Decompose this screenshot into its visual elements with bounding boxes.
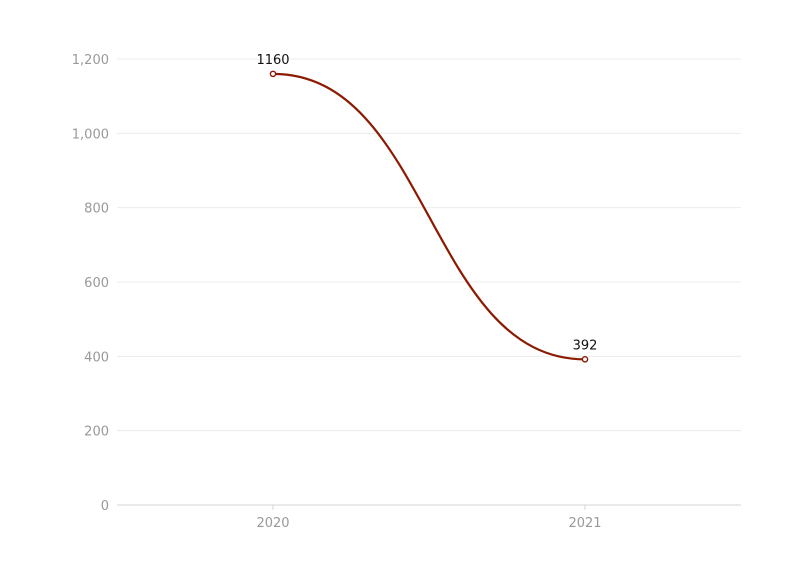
series-line (272, 72, 586, 361)
y-tick-label: 200 (84, 425, 109, 440)
data-labels: 1160 392 (256, 53, 597, 353)
x-axis: 2020 2021 (117, 504, 741, 531)
y-tick-label: 1,200 (72, 53, 109, 68)
data-label: 1160 (256, 53, 289, 68)
y-tick-label: 0 (101, 499, 109, 514)
data-points (269, 70, 589, 363)
data-point (581, 356, 589, 363)
x-tick-label: 2021 (568, 516, 601, 531)
x-tick-label: 2020 (256, 516, 289, 531)
y-axis: 0 200 400 600 800 1,000 1,200 (72, 53, 109, 514)
data-point (269, 70, 277, 78)
y-tick-label: 400 (84, 350, 109, 365)
gridlines (117, 58, 741, 432)
data-label: 392 (573, 338, 598, 353)
y-tick-label: 1,000 (72, 127, 109, 142)
series (272, 72, 586, 361)
y-tick-label: 800 (84, 202, 109, 217)
y-tick-label: 600 (84, 276, 109, 291)
